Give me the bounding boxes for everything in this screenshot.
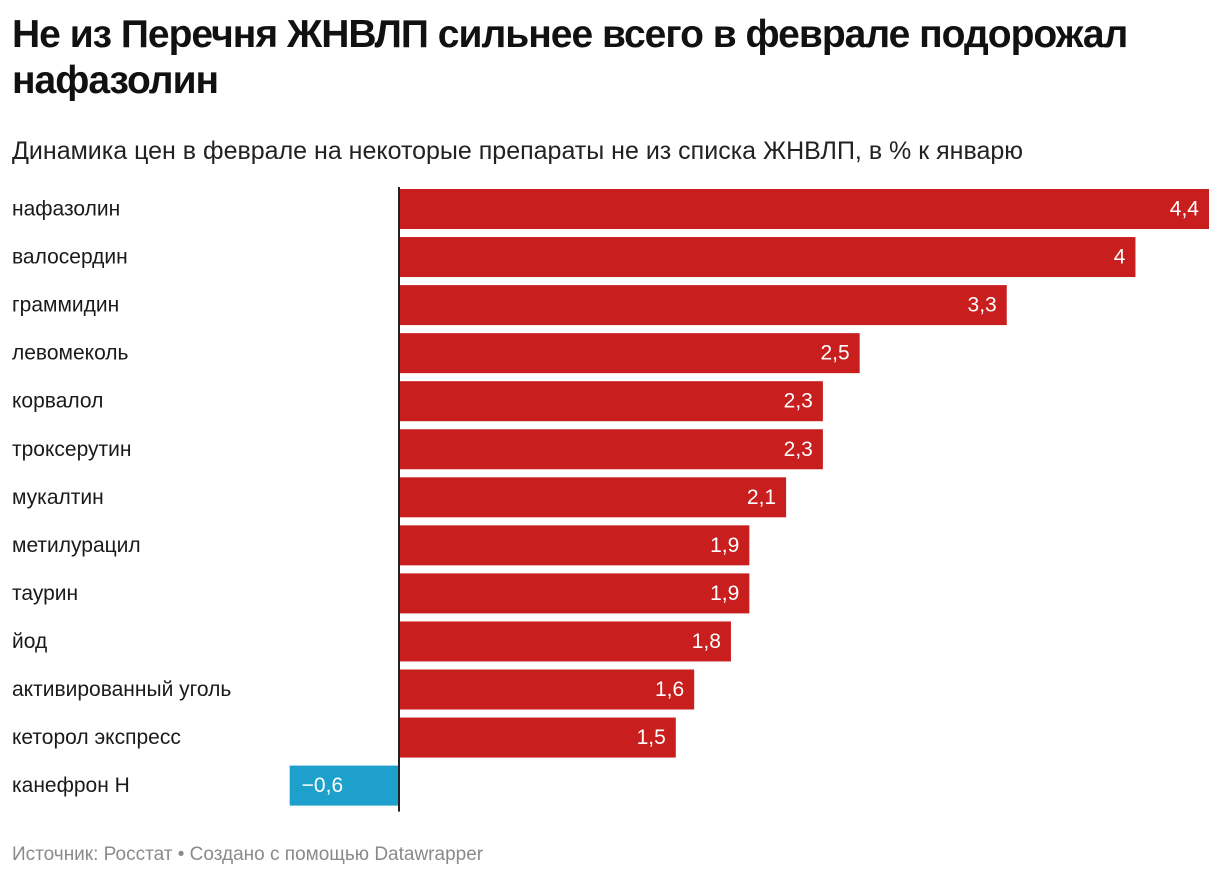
- source-note: Источник: Росстат: [12, 844, 173, 865]
- category-label: канефрон Н: [12, 774, 130, 797]
- bar-value-label: 1,5: [637, 726, 666, 749]
- category-label: кеторол экспресс: [12, 726, 181, 749]
- category-label: валосердин: [12, 246, 128, 269]
- category-label: йод: [12, 630, 47, 653]
- bar-value-label: 1,9: [710, 534, 739, 557]
- bar-value-label: 2,3: [784, 390, 813, 413]
- category-label: корвалол: [12, 390, 103, 413]
- bar-value-label: 4,4: [1170, 198, 1200, 221]
- bar-value-label: −0,6: [302, 774, 343, 797]
- bar: [400, 669, 695, 710]
- bar: [400, 525, 750, 566]
- bar-value-label: 1,8: [692, 630, 721, 653]
- bar-value-label: 2,1: [747, 486, 776, 509]
- bar: [400, 237, 1136, 278]
- bar: [400, 717, 676, 758]
- bar: [400, 333, 860, 374]
- category-label: троксерутин: [12, 438, 131, 461]
- category-labels: нафазолин валосердин граммидин левомеколь ко…: [12, 198, 231, 798]
- category-label: мукалтин: [12, 486, 104, 509]
- category-label: нафазолин: [12, 198, 120, 221]
- bar: [400, 573, 750, 614]
- bar: [400, 189, 1209, 229]
- credit-note: Создано с помощью Datawrapper: [189, 844, 484, 865]
- bar: [400, 621, 731, 662]
- bar: [289, 765, 400, 806]
- value-labels: 4,4 4 3,3 2,5 2,3 2,3 2,1 1,9 1,9 1,8 1,6 1,5 −0,6: [302, 198, 1200, 798]
- bar-value-label: 2,3: [784, 438, 813, 461]
- bar-value-label: 3,3: [968, 294, 997, 317]
- bar: [400, 285, 1007, 326]
- category-label: левомеколь: [12, 342, 129, 365]
- bar: [400, 381, 823, 422]
- bars: [289, 189, 1209, 806]
- footer-separator: •: [172, 844, 190, 865]
- category-label: активированный уголь: [12, 678, 231, 701]
- chart-title: Не из Перечня ЖНВЛП сильнее всего в февр…: [12, 13, 1128, 102]
- bar-value-label: 1,9: [710, 582, 739, 605]
- bar: [400, 477, 787, 518]
- footer: Источник: Росстат • Создано с помощью Da…: [12, 844, 483, 866]
- bar-value-label: 2,5: [820, 342, 849, 365]
- category-label: метилурацил: [12, 534, 141, 557]
- chart-subtitle: Динамика цен в феврале на некоторые преп…: [12, 137, 1024, 165]
- bar-value-label: 1,6: [655, 678, 684, 701]
- bar-value-label: 4: [1114, 246, 1126, 269]
- category-label: таурин: [12, 582, 78, 605]
- category-label: граммидин: [12, 294, 119, 317]
- bar: [400, 429, 823, 470]
